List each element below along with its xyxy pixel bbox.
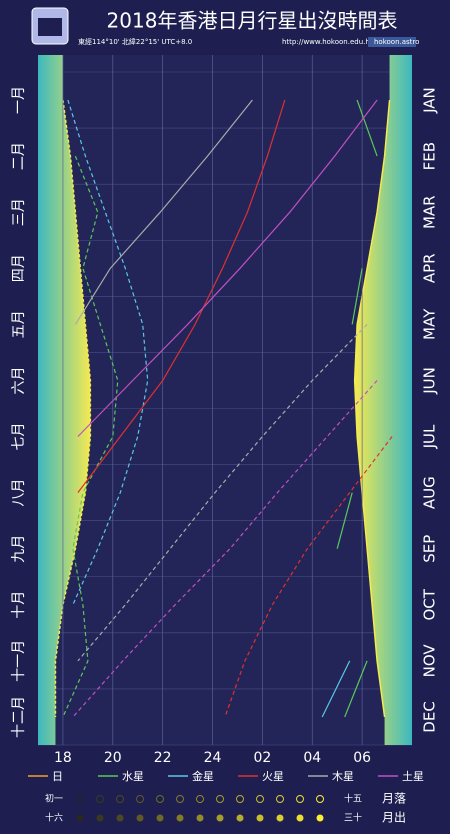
- social: hokoon.astro: [374, 38, 419, 46]
- moon-legend-label: 十六: [45, 812, 63, 824]
- month-label-en: FEB: [421, 142, 439, 170]
- legend-dot: [256, 795, 264, 803]
- legend-dot: [296, 795, 304, 803]
- legend-dot: [196, 814, 204, 822]
- legend-label: 木星: [332, 770, 354, 783]
- x-tick-label: 24: [204, 750, 222, 766]
- moon-legend-dots: [76, 795, 324, 822]
- legend-dot: [176, 795, 184, 803]
- x-tick-label: 04: [303, 750, 321, 766]
- month-label-en: APR: [421, 253, 439, 283]
- legend-dot: [136, 795, 144, 803]
- planet-line: [62, 155, 119, 718]
- planet-line: [224, 436, 393, 718]
- legend-dot: [216, 795, 224, 803]
- legend-dot: [296, 814, 304, 822]
- month-label: 九月: [11, 535, 27, 563]
- month-label: 十二月: [11, 696, 27, 738]
- x-tick-label: 18: [54, 750, 72, 766]
- month-label-en: JUN: [421, 367, 439, 395]
- legend-dot: [96, 795, 104, 803]
- month-label: 四月: [11, 254, 27, 282]
- legend-dot: [316, 814, 324, 822]
- legend-dot: [76, 814, 84, 822]
- month-label-en: DEC: [421, 701, 439, 733]
- month-label-en: AUG: [421, 476, 439, 509]
- legend-dot: [256, 814, 264, 822]
- month-label: 十一月: [11, 640, 27, 682]
- x-tick-label: 06: [353, 750, 371, 766]
- month-label-en: SEP: [421, 535, 439, 563]
- legend-label: 日: [52, 770, 63, 783]
- legend-dot: [76, 795, 84, 803]
- legend-label: 水星: [122, 770, 144, 783]
- legend-label: 金星: [192, 769, 214, 783]
- legend-dot: [196, 795, 204, 803]
- month-label: 六月: [11, 366, 27, 394]
- legend-label: 土星: [402, 770, 424, 783]
- x-tick-label: 02: [253, 750, 271, 766]
- legend-dot: [156, 814, 164, 822]
- daylight-area: [354, 55, 412, 745]
- month-label-en: JAN: [421, 87, 439, 114]
- legend-dot: [276, 795, 284, 803]
- moon-legend-label: 初一: [45, 793, 63, 805]
- moon-legend-label: 三十: [344, 812, 362, 824]
- legend-dot: [136, 814, 144, 822]
- month-label: 十月: [11, 591, 27, 619]
- legend-dot: [156, 795, 164, 803]
- planet-line: [72, 380, 378, 718]
- plot-area: [38, 55, 412, 745]
- month-label-en: OCT: [421, 588, 439, 620]
- sun-line: [353, 99, 391, 718]
- legend-dot: [176, 814, 184, 822]
- legend-dot: [236, 795, 244, 803]
- legend-dot: [236, 814, 244, 822]
- legend-dot: [116, 814, 124, 822]
- legend-dot: [116, 795, 124, 803]
- planet-line: [77, 323, 368, 662]
- month-label: 二月: [11, 142, 27, 170]
- month-label-en: MAR: [421, 195, 439, 229]
- url: http://www.hokoon.edu.hk/: [282, 38, 377, 46]
- legend-label: 火星: [262, 770, 284, 783]
- x-tick-label: 22: [154, 750, 172, 766]
- planet-line: [336, 99, 378, 718]
- legend-dot: [96, 814, 104, 822]
- legend-dot: [276, 814, 284, 822]
- planet-line: [74, 99, 253, 325]
- daylight-area: [38, 55, 91, 745]
- chart-title: 2018年香港日月行星出沒時間表: [107, 9, 398, 33]
- month-label: 三月: [11, 198, 27, 226]
- moon-legend-label: 月出: [382, 811, 406, 825]
- x-tick-label: 20: [104, 750, 122, 766]
- coordinates: 東經114°10' 北緯22°15' UTC+8.0: [78, 37, 192, 46]
- planet-line: [321, 660, 351, 718]
- month-label-en: MAY: [421, 308, 439, 340]
- moon-legend-label: 十五: [344, 793, 362, 805]
- moon-legend-label: 月落: [382, 792, 406, 806]
- month-label-en: NOV: [421, 644, 439, 678]
- month-label: 七月: [11, 423, 27, 451]
- legend-dot: [216, 814, 224, 822]
- month-label: 五月: [11, 310, 27, 338]
- month-label-en: JUL: [421, 424, 439, 449]
- legend-dot: [316, 795, 324, 803]
- planet-line: [77, 99, 378, 437]
- month-label: 八月: [11, 479, 27, 507]
- month-label: 一月: [11, 86, 27, 114]
- logo: [31, 7, 69, 45]
- planet-line: [77, 99, 286, 493]
- social-badge: [368, 37, 416, 47]
